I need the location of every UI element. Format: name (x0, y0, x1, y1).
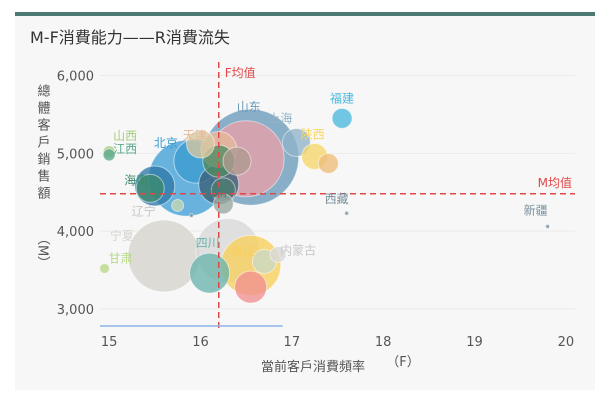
point-label-云南: 云南 (203, 184, 227, 199)
bubble (185, 129, 215, 159)
point-label-浙江: 浙江 (231, 244, 255, 258)
x-tick-label: 20 (558, 335, 575, 350)
point-label-福建: 福建 (330, 90, 354, 105)
point-label-辽宁: 辽宁 (132, 203, 156, 218)
bubble-江西 (102, 148, 116, 162)
point-label-江西: 江西 (113, 142, 137, 156)
bubble (317, 152, 339, 174)
point-label-陕西: 陕西 (301, 126, 325, 141)
x-axis-title: 當前客戶消費頻率 (261, 359, 365, 375)
header-accent-bar (15, 12, 595, 16)
point-label-海南: 海南 (124, 172, 148, 187)
point-label-四川: 四川 (196, 236, 220, 250)
x-tick-label: 15 (101, 335, 118, 350)
point-label-宁夏: 宁夏 (110, 228, 134, 243)
bubble-甘肃 (99, 262, 111, 274)
bubble (234, 270, 268, 304)
chart-card (15, 12, 595, 390)
y-axis-unit: （M） (35, 232, 51, 269)
x-tick-label: 16 (192, 335, 209, 350)
point-label-新疆: 新疆 (524, 202, 548, 217)
bubble-新疆 (545, 223, 551, 229)
point-label-山西: 山西 (113, 129, 137, 143)
bubble-宁夏 (127, 219, 201, 293)
bubble (188, 213, 194, 219)
bubble-西藏 (344, 210, 350, 216)
y-axis-title: 總體客戶銷售額 (35, 83, 51, 203)
bubble-内蒙古 (269, 245, 287, 263)
chart-title: M-F消費能力——R消費流失 (30, 28, 230, 47)
bubble-福建 (331, 107, 353, 129)
x-axis-unit: （F） (386, 355, 419, 370)
y-tick-label: 5,000 (57, 147, 94, 162)
bubble-海南 (135, 173, 165, 203)
bubble (222, 146, 252, 176)
y-tick-label: 6,000 (57, 70, 94, 85)
point-label-西藏: 西藏 (325, 192, 349, 206)
x-tick-label: 19 (466, 335, 483, 350)
point-label-甘肃: 甘肃 (109, 251, 133, 265)
point-label-天津: 天津 (183, 128, 207, 142)
point-label-上海: 上海 (268, 110, 292, 125)
bubble-四川 (189, 252, 231, 294)
y-tick-label: 3,000 (57, 303, 94, 318)
f-mean-label: F均值 (225, 65, 256, 80)
bubble-辽宁 (171, 198, 185, 212)
m-mean-label: M均值 (538, 175, 572, 190)
x-tick-label: 18 (375, 335, 392, 350)
point-label-山东: 山东 (237, 100, 261, 114)
x-tick-label: 17 (284, 335, 301, 350)
point-label-内蒙古: 内蒙古 (280, 242, 316, 257)
point-label-北京: 北京 (154, 136, 178, 150)
y-tick-label: 4,000 (57, 225, 94, 240)
